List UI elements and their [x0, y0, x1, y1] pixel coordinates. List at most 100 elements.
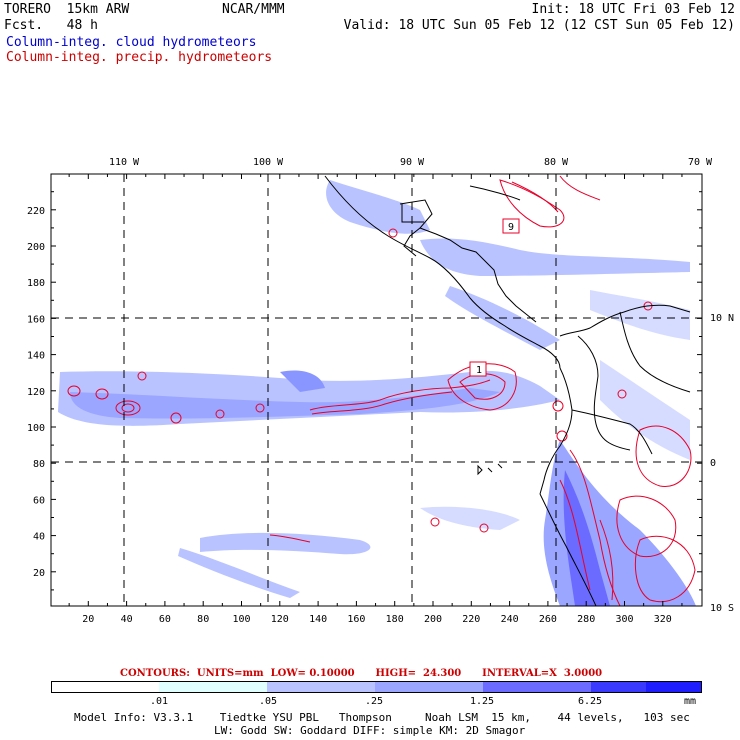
longitude-label: 80 W	[544, 157, 569, 168]
colorbar-label: 6.25	[578, 696, 603, 707]
x-tick-label: 20	[82, 614, 94, 625]
precip-cell	[170, 412, 182, 424]
colorbar-label: .01	[150, 696, 169, 707]
organization: NCAR/MMM	[222, 2, 285, 17]
colorbar-label: .25	[365, 696, 384, 707]
x-tick-label: 120	[271, 614, 289, 625]
colorbar-cell	[646, 681, 702, 693]
andes-precip	[559, 479, 591, 591]
longitude-label: 100 W	[253, 157, 284, 168]
model-title: TORERO 15km ARW	[4, 2, 130, 17]
precip-cell	[552, 400, 564, 412]
x-tick-label: 160	[347, 614, 365, 625]
legend-precip: Column-integ. precip. hydrometeors	[6, 50, 273, 65]
y-tick-label: 80	[33, 459, 45, 470]
galapagos	[477, 463, 503, 476]
x-tick-label: 40	[121, 614, 133, 625]
colorbar-label: .05	[259, 696, 278, 707]
colorbar-unit: mm	[684, 696, 697, 707]
north-cloud-4	[590, 290, 690, 340]
peru-border	[571, 409, 653, 455]
caribbean-precip	[511, 181, 559, 213]
graticule	[51, 174, 702, 606]
model-info-physics: LW: Godd SW: Goddard DIFF: simple KM: 2D…	[214, 724, 526, 737]
contours-info: CONTOURS: UNITS=mm LOW= 0.10000 HIGH= 24…	[120, 668, 603, 679]
model-info: Model Info: V3.3.1 Tiedtke YSU PBL Thomp…	[74, 711, 690, 724]
precip-cell	[430, 517, 440, 527]
y-tick-label: 20	[33, 568, 45, 579]
x-tick-label: 280	[577, 614, 595, 625]
precip-cell	[115, 400, 141, 416]
x-tick-label: 240	[501, 614, 519, 625]
y-tick-label: 220	[27, 206, 45, 217]
ecuador-coast	[539, 367, 573, 495]
x-tick-label: 140	[309, 614, 327, 625]
contour-label-box	[502, 218, 520, 234]
south-cloud-patch	[420, 506, 520, 530]
longitude-label: 70 W	[688, 157, 713, 168]
x-tick-label: 200	[424, 614, 442, 625]
precip-cell	[137, 371, 147, 381]
colombia-interior	[577, 335, 631, 451]
mexico-coastline	[324, 175, 561, 369]
precip-cell	[617, 389, 627, 399]
y-tick-label: 100	[27, 423, 45, 434]
itcz-cloud-core	[70, 388, 500, 419]
y-tick-label: 140	[27, 351, 45, 362]
yucatan	[403, 227, 421, 257]
precip-cell	[556, 430, 568, 442]
guatemala-border	[401, 204, 424, 223]
coastlines	[324, 175, 691, 607]
precip-contours	[67, 175, 696, 607]
x-tick-label: 320	[654, 614, 672, 625]
latitude-label: 0	[710, 458, 716, 469]
x-tick-label: 180	[386, 614, 404, 625]
x-tick-label: 260	[539, 614, 557, 625]
x-tick-label: 60	[159, 614, 171, 625]
andes-precip	[635, 425, 692, 487]
cuba	[469, 185, 521, 201]
precip-cell	[255, 403, 265, 413]
longitude-label: 90 W	[400, 157, 425, 168]
valid-time: Valid: 18 UTC Sun 05 Feb 12 (12 CST Sun …	[343, 18, 735, 33]
colorbar-label: 1.25	[470, 696, 495, 707]
colorbar-frame	[51, 681, 702, 693]
map-frame	[50, 173, 703, 607]
forecast-hour: Fcst. 48 h	[4, 18, 98, 33]
x-tick-label: 220	[462, 614, 480, 625]
south-cloud-band	[200, 532, 371, 555]
precip-cell	[121, 403, 135, 413]
contour-value-labels: 9 1	[469, 218, 520, 377]
precip-band	[311, 391, 453, 415]
contour-label-box	[469, 361, 487, 377]
caribbean-precip	[559, 175, 601, 201]
north-cloud-1	[326, 180, 430, 234]
south-america-cloud-core	[563, 470, 610, 606]
precip-cell	[388, 228, 398, 238]
contour-label-9: 9	[508, 222, 514, 233]
x-tick-label: 300	[615, 614, 633, 625]
peru-coast	[539, 493, 597, 607]
venezuela-border	[619, 311, 691, 393]
latitude-label: 10 S	[710, 603, 734, 614]
andes-precip	[616, 495, 677, 558]
x-tick-label: 80	[197, 614, 209, 625]
andes-precip	[599, 519, 614, 601]
longitude-label: 110 W	[109, 157, 140, 168]
y-tick-label: 40	[33, 532, 45, 543]
precip-cell	[215, 409, 225, 419]
y-tick-label: 60	[33, 495, 45, 506]
y-tick-label: 120	[27, 387, 45, 398]
precip-cell	[67, 385, 81, 397]
y-tick-label: 200	[27, 242, 45, 253]
gulf-coastline	[399, 199, 537, 323]
latitude-label: 10 N	[710, 313, 734, 324]
cloud-patch	[280, 370, 325, 392]
colombia-coast	[559, 304, 691, 337]
contour-label-1: 1	[476, 365, 482, 376]
tick-marks	[51, 174, 702, 606]
precip-band	[309, 379, 491, 411]
precip-cell	[479, 523, 489, 533]
precip-cell	[95, 388, 109, 400]
